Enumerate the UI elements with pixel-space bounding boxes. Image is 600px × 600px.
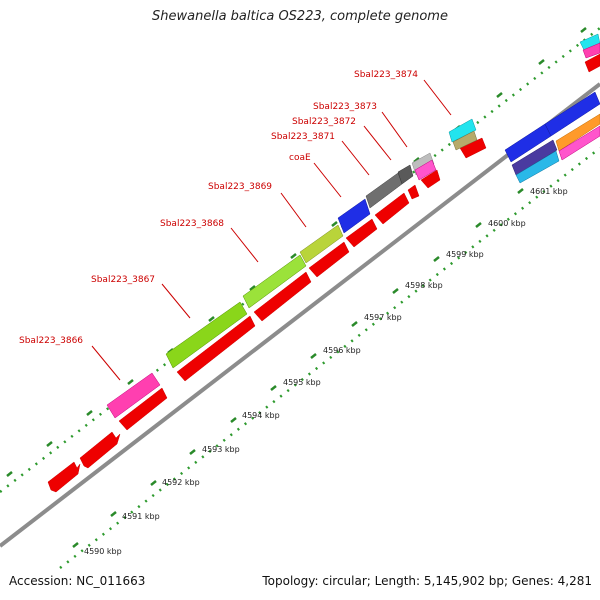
cds-arrow [118, 387, 168, 431]
cds-arrow [47, 461, 81, 493]
gene-label-3871: Sbal223_3871 [271, 132, 335, 142]
leader-3873 [381, 111, 408, 148]
tick-label-4601: 4601 kbp [530, 187, 568, 196]
leader-3871 [341, 140, 370, 176]
cds-arrow [176, 315, 256, 382]
kbp-tick-labels: 4590 kbp 4591 kbp 4592 kbp 4593 kbp 4594… [84, 187, 568, 556]
inner-dotted-ring [59, 147, 600, 569]
gene-label-3866: Sbal223_3866 [19, 336, 83, 346]
gene-label-3867: Sbal223_3867 [91, 275, 155, 285]
feature-pink [414, 159, 437, 181]
feature-green-long-1 [165, 301, 248, 369]
gene-label-3868: Sbal223_3868 [160, 219, 224, 229]
tick-label-4595: 4595 kbp [283, 378, 321, 387]
gene-labels: Sbal223_3866 Sbal223_3867 Sbal223_3868 S… [19, 70, 418, 346]
tick-4590 [72, 542, 79, 548]
feature-orange-far [555, 113, 600, 152]
tick-outer-15 [580, 27, 587, 33]
cds-track-inner [47, 137, 487, 493]
tick-4600 [475, 222, 482, 228]
map-title: Shewanella baltica OS223, complete genom… [152, 9, 448, 24]
tick-outer-2 [46, 441, 53, 447]
topology-text: Topology: circular; Length: 5,145,902 bp… [262, 574, 592, 588]
feature-cyan-right [515, 150, 560, 184]
tick-4595 [270, 385, 277, 391]
tick-outer-1 [6, 471, 13, 477]
tick-outer-9 [331, 221, 338, 227]
tick-4598 [392, 288, 399, 294]
label-leaders [91, 79, 452, 381]
tick-label-4592: 4592 kbp [162, 478, 200, 487]
feature-tan [452, 130, 478, 151]
feature-blue-far [544, 91, 600, 137]
tick-label-4594: 4594 kbp [242, 411, 280, 420]
cds-arrow [253, 271, 312, 322]
cds-arrow [420, 169, 441, 189]
tick-4599 [433, 256, 440, 262]
tick-outer-8 [290, 253, 297, 259]
feature-navy-right [511, 139, 558, 176]
tick-outer-14 [538, 59, 545, 65]
cds-arrow [79, 431, 121, 469]
tick-outer-6 [208, 316, 215, 322]
tick-outer-4 [127, 379, 134, 385]
tick-label-4599: 4599 kbp [446, 250, 484, 259]
gene-label-coaE: coaE [289, 153, 311, 163]
feature-track-outer [106, 33, 600, 419]
tick-label-4591: 4591 kbp [122, 512, 160, 521]
feature-magenta [106, 372, 161, 419]
gene-label-3874: Sbal223_3874 [354, 70, 418, 80]
cds-arrow [308, 241, 350, 278]
tick-4596 [310, 353, 317, 359]
tick-4594 [230, 417, 237, 423]
tick-label-4590: 4590 kbp [84, 547, 122, 556]
leader-3868 [230, 227, 259, 263]
tick-outer-13 [496, 92, 503, 98]
gene-label-3873: Sbal223_3873 [313, 102, 377, 112]
cds-arrow [407, 184, 420, 200]
feature-blue [337, 198, 371, 234]
tick-4593 [189, 449, 196, 455]
leader-3872 [363, 125, 392, 161]
tick-label-4597: 4597 kbp [364, 313, 402, 322]
tick-outer-7 [249, 285, 256, 291]
leader-3866 [91, 345, 121, 381]
feature-red-far [584, 53, 600, 73]
cds-arrow [374, 192, 410, 225]
feature-olive [299, 224, 344, 264]
leader-3874 [423, 79, 452, 116]
feature-green-long-2 [242, 254, 307, 309]
tick-4591 [110, 511, 117, 517]
gene-label-3872: Sbal223_3872 [292, 117, 356, 127]
leader-3867 [161, 283, 191, 319]
gene-label-3869: Sbal223_3869 [208, 182, 272, 192]
cds-arrow [345, 218, 378, 248]
tick-label-4600: 4600 kbp [488, 219, 526, 228]
tick-label-4596: 4596 kbp [323, 346, 361, 355]
leader-3869 [280, 192, 307, 228]
tick-4597 [351, 321, 358, 327]
tick-label-4593: 4593 kbp [202, 445, 240, 454]
genome-backbone [0, 82, 600, 548]
feature-magenta-far [582, 42, 600, 59]
feature-gray-small [397, 164, 414, 185]
tick-outer-3 [86, 410, 93, 416]
feature-pink-far [558, 125, 600, 161]
leader-coaE [313, 162, 342, 198]
tick-label-4598: 4598 kbp [405, 281, 443, 290]
accession-text: Accession: NC_011663 [9, 574, 146, 588]
feature-cyan [448, 118, 477, 143]
feature-cyan-far [579, 33, 600, 51]
tick-4592 [150, 480, 157, 486]
tick-4601 [517, 188, 524, 194]
